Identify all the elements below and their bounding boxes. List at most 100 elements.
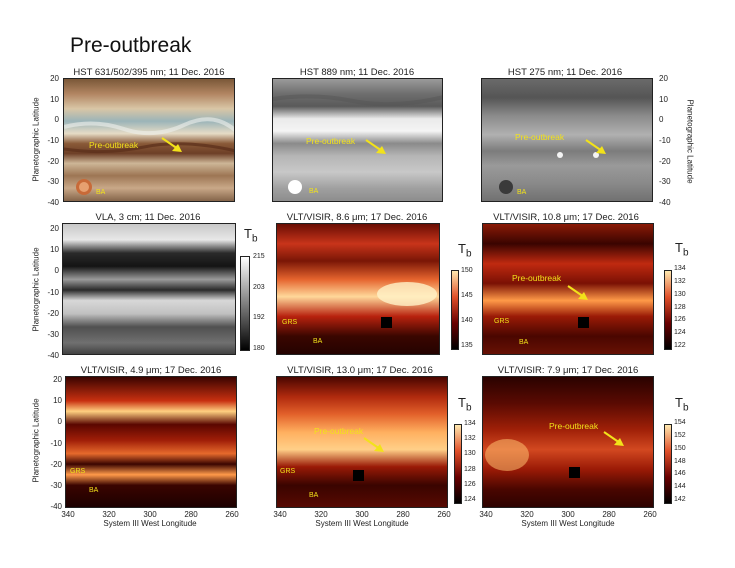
colorbar-tick: 192 bbox=[253, 314, 265, 322]
longitude-tick: 280 bbox=[602, 510, 616, 519]
colorbar-tick: 146 bbox=[674, 470, 686, 478]
panel-visir-4-9 bbox=[65, 376, 237, 508]
latitude-tick: 10 bbox=[53, 396, 62, 406]
latitude-tick: 10 bbox=[50, 94, 59, 104]
longitude-tick: 280 bbox=[184, 510, 198, 519]
longitude-tick: 340 bbox=[61, 510, 75, 519]
latitude-tick: 10 bbox=[659, 94, 668, 104]
longitude-tick: 260 bbox=[437, 510, 451, 519]
visir-4-9-image bbox=[66, 377, 236, 507]
latitude-tick: 20 bbox=[659, 74, 668, 83]
latitude-tick: -20 bbox=[50, 459, 62, 469]
panel-title-visir-10-8: VLT/VISIR, 10.8 μm; 17 Dec. 2016 bbox=[493, 212, 639, 223]
colorbar-tick: 150 bbox=[461, 267, 473, 274]
latitude-tick: 20 bbox=[50, 74, 59, 83]
latitude-tick: 0 bbox=[57, 417, 62, 427]
annotation-ba: BA bbox=[519, 339, 529, 346]
latitude-tick: -30 bbox=[47, 329, 59, 339]
panel-vla bbox=[62, 223, 236, 355]
visir-7-9-image bbox=[483, 377, 653, 507]
longitude-tick: 280 bbox=[396, 510, 410, 519]
colorbar-tick: 150 bbox=[674, 444, 686, 452]
latitude-tick: -30 bbox=[659, 177, 671, 187]
annotation-pre-outbreak: Pre-outbreak bbox=[512, 273, 562, 283]
annotation-pre-outbreak: Pre-outbreak bbox=[306, 136, 356, 146]
hst-275-image bbox=[482, 79, 652, 201]
panel-visir-10-8 bbox=[482, 223, 654, 355]
latitude-tick: -20 bbox=[47, 156, 59, 166]
colorbar-visir-7-9 bbox=[664, 424, 672, 504]
annotation-pre-outbreak: Pre-outbreak bbox=[515, 132, 565, 142]
annotation-ba: BA bbox=[313, 338, 323, 345]
panel-title-visir-8-6: VLT/VISIR, 8.6 μm; 17 Dec. 2016 bbox=[286, 212, 428, 223]
annotation-ba: BA bbox=[309, 188, 319, 195]
marker-square bbox=[569, 467, 580, 478]
annotation-pre-outbreak: Pre-outbreak bbox=[89, 140, 139, 150]
latitude-tick: -40 bbox=[47, 198, 59, 207]
latitude-tick: -30 bbox=[50, 480, 62, 490]
colorbar-visir-10-8 bbox=[664, 270, 672, 350]
colorbar-tick: 215 bbox=[253, 253, 265, 260]
annotation-pre-outbreak: Pre-outbreak bbox=[549, 421, 599, 431]
arrow-icon bbox=[161, 137, 182, 152]
colorbar-tick: 132 bbox=[464, 435, 476, 443]
latitude-tick: 0 bbox=[54, 115, 59, 125]
visir-8-6-image bbox=[277, 224, 439, 354]
colorbar-tick: 134 bbox=[464, 420, 476, 427]
colorbar-tick: 144 bbox=[674, 483, 686, 491]
annotation-grs: GRS bbox=[70, 468, 86, 475]
longitude-tick: 340 bbox=[479, 510, 493, 519]
hst-visible-image bbox=[64, 79, 234, 201]
panel-hst-visible bbox=[63, 78, 235, 202]
colorbar-tick: 128 bbox=[674, 303, 686, 311]
panel-title-visir-4-9: VLT/VISIR, 4.9 μm; 17 Dec. 2016 bbox=[80, 365, 222, 376]
latitude-tick: 0 bbox=[659, 115, 664, 125]
panel-visir-7-9 bbox=[482, 376, 654, 508]
longitude-tick: 260 bbox=[225, 510, 239, 519]
annotation-ba: BA bbox=[309, 492, 319, 499]
page-title: Pre-outbreak bbox=[70, 34, 192, 57]
colorbar-tick: 126 bbox=[464, 480, 476, 488]
arrow-icon bbox=[603, 431, 624, 446]
colorbar-tick: 130 bbox=[674, 290, 686, 298]
annotation-grs: GRS bbox=[282, 319, 298, 326]
latitude-tick: -40 bbox=[50, 502, 62, 511]
latitude-tick: 20 bbox=[50, 224, 59, 233]
latitude-tick: -10 bbox=[47, 287, 59, 297]
longitude-tick: 320 bbox=[520, 510, 534, 519]
colorbar-visir-13-0 bbox=[454, 424, 462, 504]
annotation-ba: BA bbox=[517, 189, 527, 196]
x-axis-label: System III West Longitude bbox=[103, 519, 197, 528]
visir-10-8-image bbox=[483, 224, 653, 354]
latitude-tick: -40 bbox=[47, 351, 59, 360]
colorbar-vla bbox=[240, 256, 250, 351]
longitude-tick: 300 bbox=[561, 510, 575, 519]
colorbar-tick: 126 bbox=[674, 316, 686, 324]
colorbar-tick: 154 bbox=[674, 419, 686, 426]
longitude-tick: 320 bbox=[314, 510, 328, 519]
y-axis-label-right: Planetographic Latitude bbox=[685, 99, 695, 184]
panel-hst-275 bbox=[481, 78, 653, 202]
latitude-tick: -10 bbox=[47, 136, 59, 145]
arrow-icon bbox=[585, 139, 606, 154]
tb-label-visir-8-6: Tb bbox=[458, 241, 472, 260]
arrow-icon bbox=[365, 139, 386, 154]
colorbar-tick: 130 bbox=[464, 450, 476, 458]
tb-label-visir-7-9: Tb bbox=[675, 395, 689, 414]
tb-label-visir-10-8: Tb bbox=[675, 240, 689, 259]
annotation-grs: GRS bbox=[494, 318, 510, 325]
latitude-tick: -10 bbox=[659, 136, 671, 145]
colorbar-tick: 134 bbox=[674, 265, 686, 272]
colorbar-tick: 128 bbox=[464, 465, 476, 473]
marker-square bbox=[353, 470, 364, 481]
panel-title-vla: VLA, 3 cm; 11 Dec. 2016 bbox=[95, 212, 201, 223]
colorbar-tick: 122 bbox=[674, 342, 686, 349]
annotation-pre-outbreak: Pre-outbreak bbox=[314, 426, 364, 436]
colorbar-tick: 132 bbox=[674, 277, 686, 285]
arrow-icon bbox=[567, 285, 588, 300]
longitude-tick: 260 bbox=[643, 510, 657, 519]
panel-hst-889 bbox=[272, 78, 443, 202]
latitude-tick: -20 bbox=[659, 156, 671, 166]
panel-title-hst-visible: HST 631/502/395 nm; 11 Dec. 2016 bbox=[73, 67, 225, 78]
panel-visir-8-6 bbox=[276, 223, 440, 355]
